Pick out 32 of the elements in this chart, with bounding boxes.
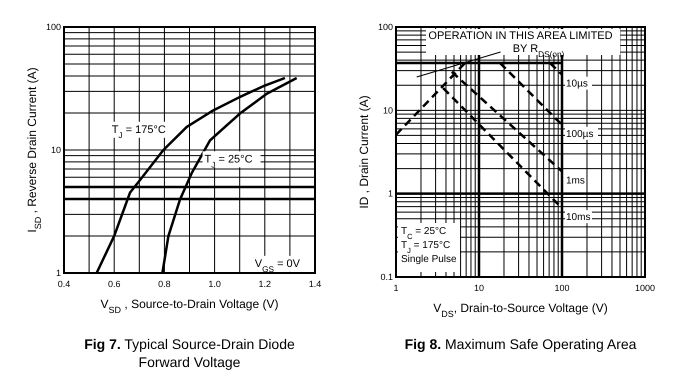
x-axis-title: V$_{SD}$ , Source-to-Drain Voltage (V) bbox=[100, 297, 278, 315]
text: Fig 7. Typical Source-Drain Diode Forward Voltage bbox=[84, 336, 296, 370]
y-tick-label: 100 bbox=[378, 22, 393, 32]
annotation: V$_{GS}$ = 0V bbox=[254, 258, 301, 274]
x-tick-label: 10 bbox=[474, 283, 484, 293]
annotation: OPERATION IN THIS AREA LIMITED bbox=[428, 30, 613, 42]
annotation: T$_{J}$ = 175°C bbox=[112, 124, 166, 140]
x-tick-label: 0.8 bbox=[158, 279, 171, 289]
annotation: T$_{C}$ = 25°C bbox=[401, 226, 446, 240]
x-axis-title: V$_{DS}$, Drain-to-Source Voltage (V) bbox=[433, 301, 608, 319]
y-tick-label: 10 bbox=[50, 145, 61, 155]
x-tick-label: 100 bbox=[554, 283, 570, 293]
x-tick-label: 1.2 bbox=[258, 279, 272, 289]
series-label: 10ms bbox=[566, 212, 590, 224]
series-label: 1ms bbox=[566, 175, 585, 186]
annotation: T$_{J}$ = 175°C bbox=[401, 240, 450, 254]
y-tick-label: 1 bbox=[388, 188, 393, 199]
x-tick-label: 1.4 bbox=[308, 279, 322, 289]
x-tick-label: 0.4 bbox=[58, 279, 70, 289]
annotation: T$_{J}$ = 25°C bbox=[204, 153, 253, 169]
series-label: 10µs bbox=[566, 78, 588, 90]
series-label: 100µs bbox=[566, 128, 594, 140]
annotation: Single Pulse bbox=[401, 254, 458, 265]
y-tick-label: 100 bbox=[46, 22, 61, 32]
x-tick-label: 1000 bbox=[634, 283, 656, 293]
y-tick-label: 1 bbox=[56, 268, 61, 278]
y-axis-title: ID , Drain Current (A) bbox=[357, 95, 371, 209]
y-tick-label: 10 bbox=[382, 105, 393, 116]
y-tick-label: 0.1 bbox=[380, 272, 393, 282]
text: Fig 8. Maximum Safe Operating Area bbox=[404, 336, 637, 352]
x-tick-label: 1.0 bbox=[208, 279, 221, 289]
x-tick-label: 0.6 bbox=[108, 279, 120, 289]
